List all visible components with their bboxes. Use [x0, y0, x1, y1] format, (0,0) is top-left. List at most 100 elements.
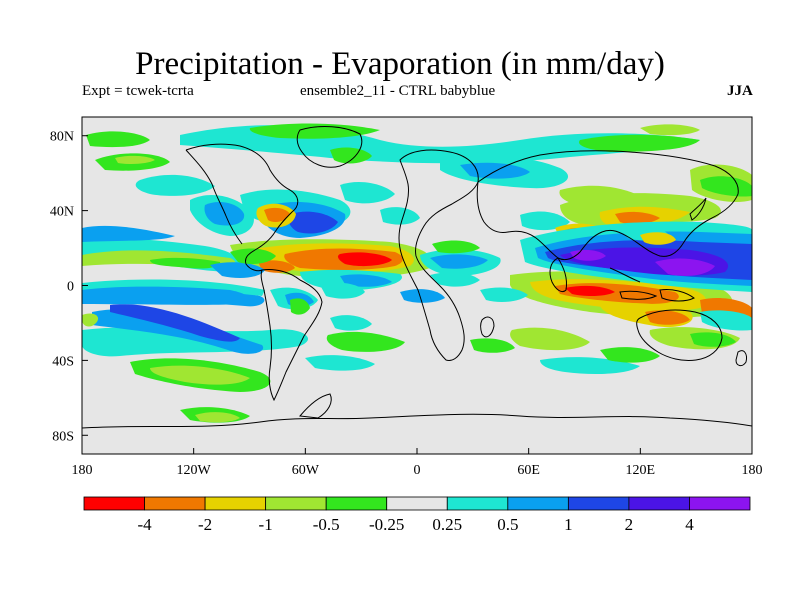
coastline [82, 413, 752, 429]
field-region [82, 313, 99, 327]
field-region [600, 347, 660, 363]
field-region [510, 327, 590, 351]
coastline [398, 149, 479, 361]
colorbar-swatch [689, 496, 751, 511]
colorbar-swatch [325, 496, 388, 511]
field-region [92, 309, 264, 354]
field-region [204, 201, 245, 226]
field-region [520, 211, 570, 231]
field-region [305, 355, 375, 371]
field-region [249, 123, 380, 139]
coastline [296, 126, 363, 168]
lat-tick-label: 80N [50, 130, 74, 145]
field-region [82, 391, 752, 454]
experiment-label: Expt = tcwek-tcrta [82, 83, 194, 99]
latitude-ticks: 80N 40N 0 40S 80S [50, 130, 88, 444]
field-region [195, 412, 240, 423]
field-region [645, 310, 690, 325]
field-region [640, 232, 676, 245]
colorbar-swatch [144, 496, 206, 511]
field-region [579, 134, 700, 152]
field-region [330, 315, 372, 331]
field-region [380, 207, 420, 225]
colorbar-swatch [446, 496, 509, 511]
field-region [320, 282, 365, 299]
field-region [400, 289, 445, 303]
colorbar-swatch [567, 496, 630, 511]
chart-title: Precipitation - Evaporation (in mm/day) [135, 46, 665, 82]
lat-tick-label: 80S [52, 429, 74, 444]
field-region [690, 332, 736, 347]
field-region [480, 287, 528, 303]
colorbar-label: -1 [259, 515, 273, 534]
colorbar-label: 0.25 [432, 515, 462, 534]
field-region [430, 272, 480, 287]
field-region [115, 155, 155, 164]
field-region [330, 147, 372, 164]
coastline [185, 149, 243, 245]
lon-tick-label: 180 [72, 463, 93, 478]
colorbar-swatch [628, 496, 690, 511]
field-region [340, 181, 395, 204]
colorbar-label: 2 [625, 515, 634, 534]
colorbar: -4 -2 -1 -0.5 -0.25 0.25 0.5 1 2 4 [83, 496, 751, 534]
season-label: JJA [727, 83, 753, 99]
colorbar-swatch [204, 496, 267, 511]
coastline [735, 350, 747, 367]
colorbar-label: 4 [685, 515, 694, 534]
field-region [470, 338, 515, 353]
field-region [290, 298, 310, 315]
lon-tick-label: 60W [292, 463, 320, 478]
colorbar-swatch [386, 496, 448, 511]
colorbar-swatch [83, 496, 145, 511]
coastline [689, 197, 707, 221]
field-region [565, 285, 615, 297]
coastline [260, 269, 323, 402]
field-region [340, 274, 392, 287]
coastline [549, 257, 567, 293]
field-region [135, 174, 215, 196]
coastline [619, 290, 658, 300]
lat-tick-label: 0 [67, 280, 74, 295]
field-region [432, 240, 480, 254]
field-region [110, 304, 240, 342]
field-region [700, 176, 752, 197]
field-region [337, 252, 392, 267]
longitude-ticks: 180 120W 60W 0 60E 120E 180 [72, 448, 763, 478]
coastline [299, 393, 332, 419]
lon-tick-label: 180 [742, 463, 763, 478]
colorbar-label: -0.25 [369, 515, 404, 534]
lon-tick-label: 0 [414, 463, 421, 478]
precip-evap-field [82, 123, 752, 454]
field-region [82, 225, 175, 242]
colorbar-label: 0.5 [497, 515, 518, 534]
lon-tick-label: 120E [626, 463, 656, 478]
coastline [659, 289, 695, 302]
colorbar-label: -0.5 [313, 515, 340, 534]
field-region [150, 365, 250, 385]
ensemble-label: ensemble2_11 - CTRL babyblue [300, 83, 496, 99]
field-region [655, 258, 715, 276]
field-region [210, 262, 265, 278]
coastline [480, 316, 495, 338]
lat-tick-label: 40N [50, 205, 74, 220]
field-region [640, 124, 700, 136]
field-region [615, 211, 660, 225]
field-region [326, 331, 405, 352]
field-region [430, 254, 488, 269]
field-region [264, 207, 290, 222]
lat-tick-label: 40S [52, 354, 74, 369]
field-region [86, 131, 150, 148]
lon-tick-label: 120W [177, 463, 212, 478]
colorbar-label: -4 [137, 515, 152, 534]
colorbar-swatch [507, 496, 569, 511]
coastline [636, 309, 723, 361]
colorbar-label: -2 [198, 515, 212, 534]
colorbar-swatch [265, 496, 327, 511]
field-region [82, 286, 249, 305]
field-region [230, 248, 276, 264]
lon-tick-label: 60E [517, 463, 540, 478]
field-region [150, 257, 221, 269]
field-region [288, 211, 338, 234]
